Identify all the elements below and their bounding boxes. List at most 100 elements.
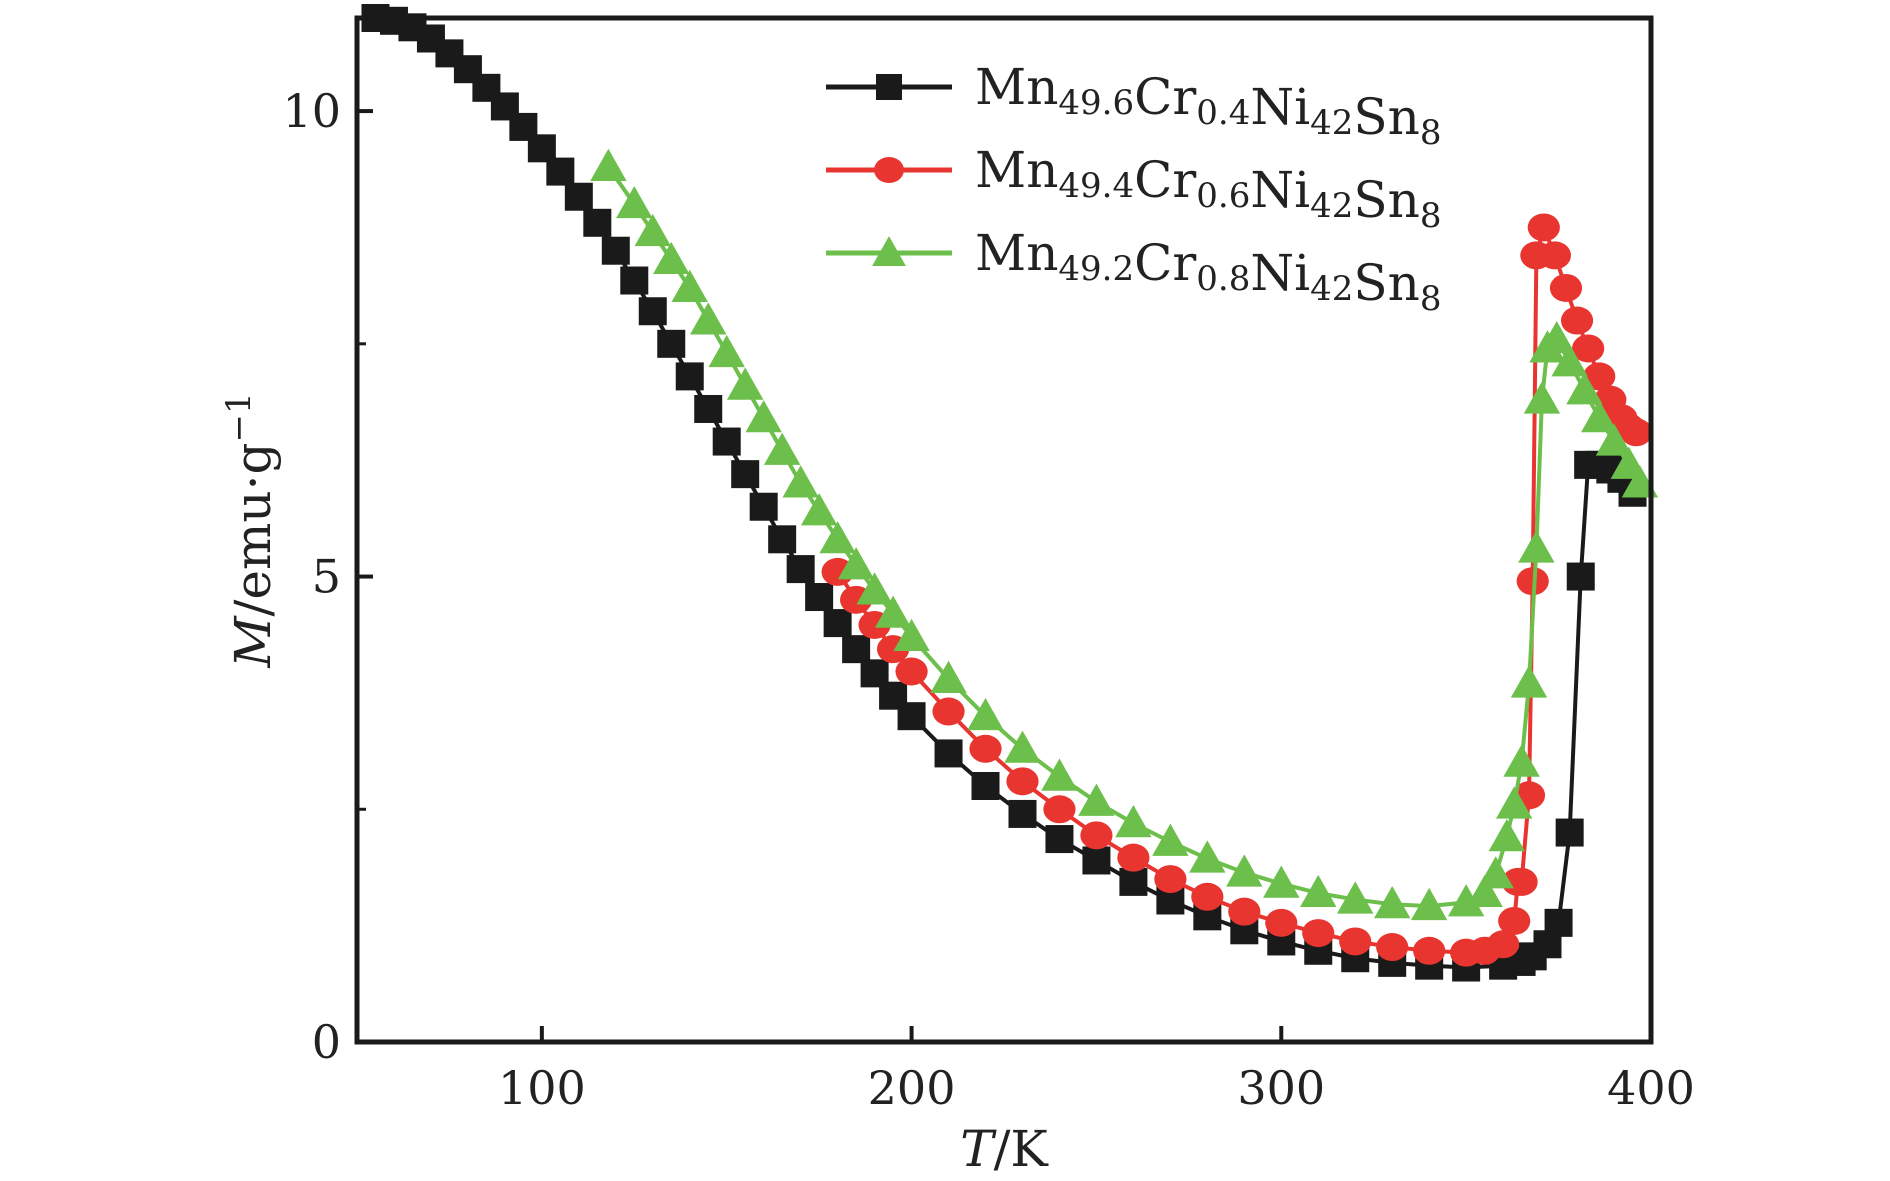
legend-label-part: Mn	[975, 141, 1058, 199]
data-point	[1376, 933, 1409, 962]
y-tick-label: 10	[282, 84, 341, 138]
data-point	[1154, 865, 1187, 894]
x-tick-label: 300	[1237, 1061, 1325, 1115]
data-point	[727, 367, 764, 400]
data-point	[638, 297, 667, 326]
data-point	[731, 460, 760, 489]
x-tick-label: 100	[498, 1061, 586, 1115]
data-point	[1006, 767, 1039, 796]
legend-label: Mn49.2Cr0.8Ni42Sn8	[975, 224, 1441, 319]
data-point	[856, 572, 893, 605]
data-point	[763, 432, 801, 465]
data-point	[708, 334, 745, 368]
data-point	[1447, 884, 1485, 917]
data-point	[694, 394, 723, 423]
data-point	[874, 595, 912, 628]
data-point	[1078, 783, 1115, 816]
data-point	[1566, 372, 1603, 405]
data-point	[1572, 334, 1605, 363]
data-point	[1263, 865, 1300, 898]
data-point	[1523, 381, 1561, 414]
legend-label-part: 8	[1420, 196, 1442, 236]
data-point	[800, 493, 838, 526]
data-point	[768, 525, 797, 554]
data-point	[895, 657, 928, 686]
data-point	[657, 329, 686, 358]
data-point	[1115, 805, 1152, 838]
data-point	[1560, 306, 1594, 335]
data-point	[1566, 562, 1595, 591]
data-point	[1045, 825, 1074, 854]
data-point	[1413, 936, 1446, 965]
x-tick-label: 400	[1607, 1061, 1695, 1115]
legend-label-part: Cr	[1134, 151, 1196, 209]
data-point	[1487, 930, 1520, 959]
data-point	[1496, 786, 1533, 819]
data-point	[749, 492, 778, 521]
data-point	[1339, 927, 1372, 956]
data-point	[1544, 908, 1573, 937]
data-point	[1041, 758, 1078, 791]
data-point	[837, 547, 875, 580]
data-point	[842, 635, 871, 664]
x-axis-label: T/K	[960, 1120, 1049, 1178]
data-point	[601, 236, 630, 265]
data-point	[671, 269, 708, 302]
data-point	[971, 772, 1000, 800]
data-point	[1300, 874, 1337, 908]
data-point	[823, 609, 852, 638]
data-point	[590, 148, 627, 181]
data-point	[620, 266, 649, 295]
data-point	[1538, 320, 1575, 354]
x-label-var: T	[960, 1120, 997, 1178]
legend-label-part: Ni	[1250, 78, 1310, 136]
data-point	[893, 618, 930, 652]
legend-label-part: Cr	[1134, 68, 1196, 126]
y-tick-label: 5	[312, 550, 341, 604]
data-point	[1527, 213, 1560, 242]
data-point	[1518, 530, 1555, 563]
data-point	[786, 555, 815, 584]
data-point	[1538, 241, 1571, 270]
data-point	[897, 702, 926, 731]
data-point	[1477, 856, 1514, 889]
legend-label-part: Mn	[975, 58, 1058, 116]
legend-label-part: Ni	[1250, 161, 1310, 219]
y-label-unit: /emu·g	[224, 442, 282, 616]
legend-label-part: Sn	[1353, 254, 1419, 312]
legend-label: Mn49.4Cr0.6Ni42Sn8	[975, 141, 1441, 236]
data-point	[1583, 362, 1616, 391]
data-point	[782, 465, 819, 498]
data-point	[967, 697, 1004, 731]
series-layer	[361, 4, 1659, 982]
data-point	[932, 697, 965, 726]
data-point	[546, 157, 575, 186]
data-point	[1080, 821, 1113, 850]
data-point	[805, 583, 834, 612]
data-point	[1119, 867, 1148, 896]
data-point	[1191, 882, 1224, 911]
data-point	[1302, 919, 1335, 948]
plot-frame	[354, 15, 1654, 1045]
series-2	[821, 213, 1653, 967]
legend: Mn49.6Cr0.4Ni42Sn8Mn49.4Cr0.6Ni42Sn8Mn49…	[826, 58, 1441, 319]
legend-label-part: 42	[1310, 269, 1353, 309]
data-point	[616, 185, 653, 219]
legend-label-part: Ni	[1250, 244, 1310, 302]
legend-label-part: 49.2	[1058, 249, 1134, 289]
data-point	[1152, 823, 1189, 856]
legend-label-part: 49.4	[1058, 166, 1134, 206]
data-point	[1510, 665, 1548, 698]
data-point	[1374, 886, 1411, 919]
data-point	[690, 302, 727, 335]
data-point	[1265, 908, 1298, 937]
legend-label-part: 0.6	[1196, 176, 1250, 216]
legend-label-part: 8	[1420, 279, 1442, 319]
data-point	[1581, 400, 1618, 433]
legend-marker	[872, 236, 906, 266]
legend-entry-2: Mn49.4Cr0.6Ni42Sn8	[826, 141, 1441, 236]
data-point	[634, 213, 671, 247]
data-point	[819, 521, 856, 554]
legend-label-part: Sn	[1353, 88, 1419, 146]
data-point	[653, 241, 690, 275]
